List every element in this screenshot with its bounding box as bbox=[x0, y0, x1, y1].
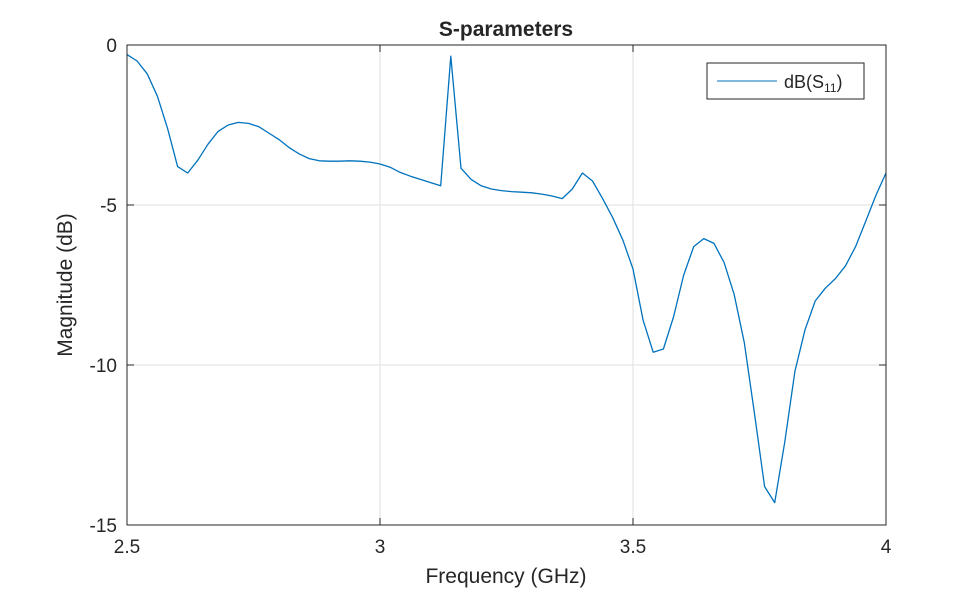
series-layer bbox=[126, 54, 887, 504]
legend-entry-close: ) bbox=[837, 72, 843, 92]
y-tick-labels: 0 -5 -10 -15 bbox=[90, 36, 117, 537]
series-line-s11 bbox=[126, 54, 887, 504]
y-tick-label: 0 bbox=[106, 36, 117, 57]
x-tick-label: 4 bbox=[881, 537, 892, 558]
x-tick-labels: 2.5 3 3.5 4 bbox=[114, 537, 892, 558]
plot-area bbox=[127, 45, 886, 525]
y-tick-label: -5 bbox=[100, 196, 117, 217]
legend-entry-subscript: 11 bbox=[824, 81, 837, 95]
x-tick-label: 2.5 bbox=[114, 537, 140, 558]
axes-box bbox=[126, 44, 887, 526]
legend: dB(S11) bbox=[706, 62, 865, 100]
y-tick-label: -10 bbox=[90, 356, 117, 377]
chart-title: S-parameters bbox=[439, 18, 573, 41]
y-tick-label: -15 bbox=[90, 516, 117, 537]
tick-marks bbox=[126, 44, 887, 526]
x-axis-label: Frequency (GHz) bbox=[425, 565, 586, 588]
x-tick-label: 3.5 bbox=[620, 537, 646, 558]
y-axis-label: Magnitude (dB) bbox=[54, 213, 77, 357]
legend-entry: dB(S11) bbox=[784, 72, 843, 95]
legend-entry-text: dB(S bbox=[784, 72, 824, 92]
x-tick-label: 3 bbox=[375, 537, 386, 558]
